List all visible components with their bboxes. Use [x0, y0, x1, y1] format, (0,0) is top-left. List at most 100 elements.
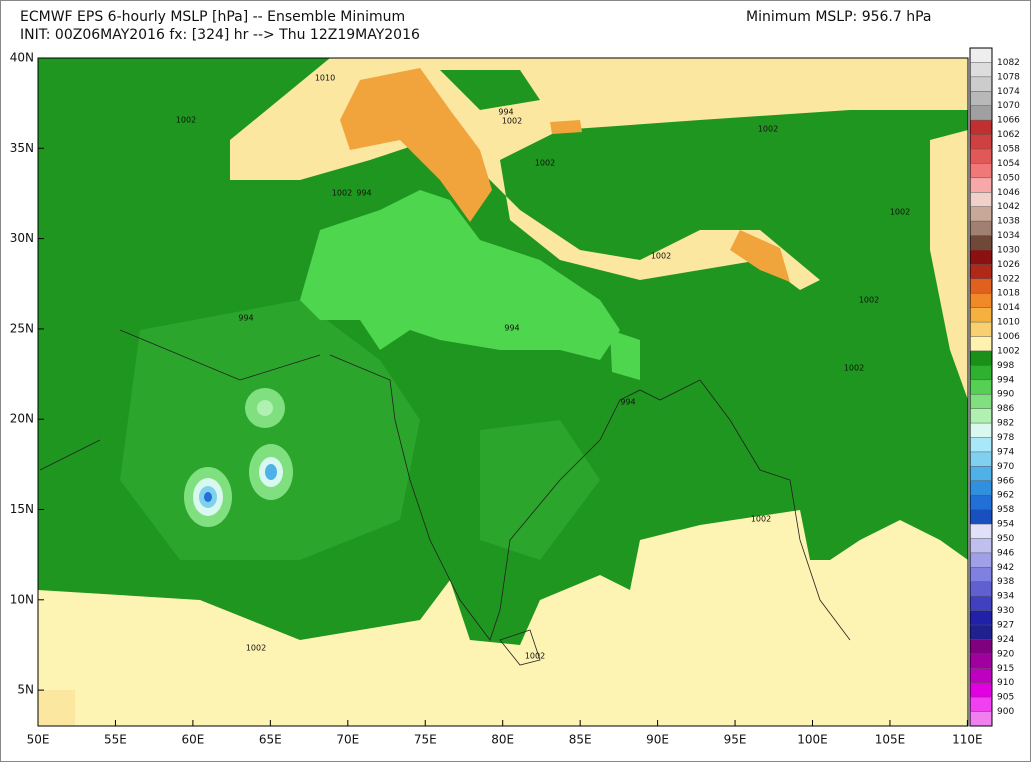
- lat-label: 15N: [10, 502, 34, 516]
- colorbar-cell: [970, 451, 992, 467]
- colorbar-label: 920: [997, 649, 1014, 659]
- coastline: [39, 329, 851, 666]
- colorbar-label: 978: [997, 433, 1014, 443]
- contour-label: 1002: [525, 652, 545, 661]
- colorbar-cell: [970, 322, 992, 337]
- colorbar-cell: [970, 538, 992, 554]
- colorbar-cell: [970, 509, 992, 525]
- colorbar-label: 970: [997, 462, 1014, 472]
- colorbar-label: 1066: [997, 116, 1020, 126]
- colorbar-label: 998: [997, 361, 1014, 371]
- lon-label: 60E: [181, 733, 204, 747]
- colorbar-label: 1050: [997, 173, 1020, 183]
- colorbar-cell: [970, 235, 992, 251]
- colorbar-label: 905: [997, 693, 1014, 703]
- colorbar-label: 1046: [997, 188, 1020, 198]
- colorbar-label: 1022: [997, 274, 1020, 284]
- lon-label: 85E: [569, 733, 592, 747]
- lat-label: 30N: [10, 231, 34, 245]
- colorbar-cell: [970, 134, 992, 150]
- colorbar-cell: [970, 163, 992, 179]
- colorbar-label: 1002: [997, 346, 1020, 356]
- field-high: [38, 58, 968, 726]
- lon-label: 70E: [336, 733, 359, 747]
- colorbar-label: 900: [997, 707, 1014, 717]
- colorbar-cell: [970, 480, 992, 496]
- field-light: [300, 190, 640, 380]
- colorbar-label: 927: [997, 621, 1014, 631]
- colorbar-cell: [970, 221, 992, 236]
- contour-label: 1002: [246, 644, 266, 653]
- colorbar-cell: [970, 682, 992, 698]
- lat-label: 20N: [10, 412, 34, 426]
- colorbar-cell: [970, 394, 992, 409]
- colorbar-label: 1042: [997, 202, 1020, 212]
- min-mslp: Minimum MSLP: 956.7 hPa: [746, 9, 932, 25]
- colorbar-label: 1058: [997, 144, 1020, 154]
- lat-label: 5N: [17, 683, 34, 697]
- colorbar-cell: [970, 62, 992, 78]
- colorbar-label: 942: [997, 563, 1014, 573]
- colorbar-cell: [970, 177, 992, 193]
- lat-label: 40N: [10, 51, 34, 65]
- field-green: [120, 300, 600, 560]
- contour-label: 1002: [844, 364, 864, 373]
- colorbar-label: 982: [997, 419, 1014, 429]
- colorbar-label: 962: [997, 491, 1014, 501]
- colorbar-cell: [970, 668, 992, 684]
- contour-label: 1002: [859, 296, 879, 305]
- colorbar-label: 954: [997, 520, 1014, 530]
- colorbar-cell: [970, 567, 992, 583]
- contour-label: 1002: [332, 189, 352, 198]
- colorbar-label: 958: [997, 505, 1014, 515]
- title: ECMWF EPS 6-hourly MSLP [hPa] -- Ensembl…: [20, 9, 405, 25]
- lon-label: 75E: [414, 733, 437, 747]
- colorbar-label: 974: [997, 447, 1014, 457]
- contour-label: 1002: [651, 252, 671, 261]
- colorbar-cell: [970, 307, 992, 323]
- colorbar-label: 1078: [997, 72, 1020, 82]
- colorbar-cell: [970, 264, 992, 280]
- map: [38, 58, 968, 726]
- colorbar-cell: [970, 91, 992, 107]
- colorbar-label: 1070: [997, 101, 1020, 111]
- colorbar-cell: [970, 249, 992, 265]
- colorbar-cell: [970, 350, 992, 366]
- colorbar-label: 994: [997, 375, 1014, 385]
- colorbar-label: 1030: [997, 245, 1020, 255]
- colorbar-cell: [970, 711, 992, 727]
- colorbar-cell: [970, 120, 992, 135]
- contour-label: 1002: [758, 125, 778, 134]
- colorbar-cell: [970, 653, 992, 669]
- colorbar-label: 1054: [997, 159, 1020, 169]
- colorbar-label: 1034: [997, 231, 1020, 241]
- contour-label: 994: [504, 324, 519, 333]
- contour-label: 994: [238, 314, 253, 323]
- lon-label: 80E: [491, 733, 514, 747]
- colorbar-label: 910: [997, 678, 1014, 688]
- colorbar-cell: [970, 336, 992, 352]
- colorbar-label: 1018: [997, 289, 1020, 299]
- subtitle: INIT: 00Z06MAY2016 fx: [324] hr --> Thu …: [20, 27, 420, 43]
- colorbar-cell: [970, 278, 992, 294]
- colorbar-label: 1006: [997, 332, 1020, 342]
- colorbar-cell: [970, 596, 992, 611]
- colorbar-cell: [970, 423, 992, 438]
- colorbar-label: 1014: [997, 303, 1020, 313]
- colorbar-label: 930: [997, 606, 1014, 616]
- field-ocean: [38, 510, 968, 726]
- lon-label: 55E: [104, 733, 127, 747]
- lon-label: 95E: [724, 733, 747, 747]
- colorbar-cell: [970, 437, 992, 453]
- colorbar-label: 990: [997, 390, 1014, 400]
- contour-label: 994: [356, 189, 371, 198]
- contour-label: 1002: [502, 117, 522, 126]
- contour-label: 994: [498, 108, 513, 117]
- contour-label: 1002: [176, 116, 196, 125]
- colorbar-border: [969, 47, 993, 727]
- contour-label: 1002: [535, 159, 555, 168]
- colorbar-cell: [970, 408, 992, 424]
- lon-label: 65E: [259, 733, 282, 747]
- colorbar-label: 986: [997, 404, 1014, 414]
- colorbar-cell: [970, 148, 992, 164]
